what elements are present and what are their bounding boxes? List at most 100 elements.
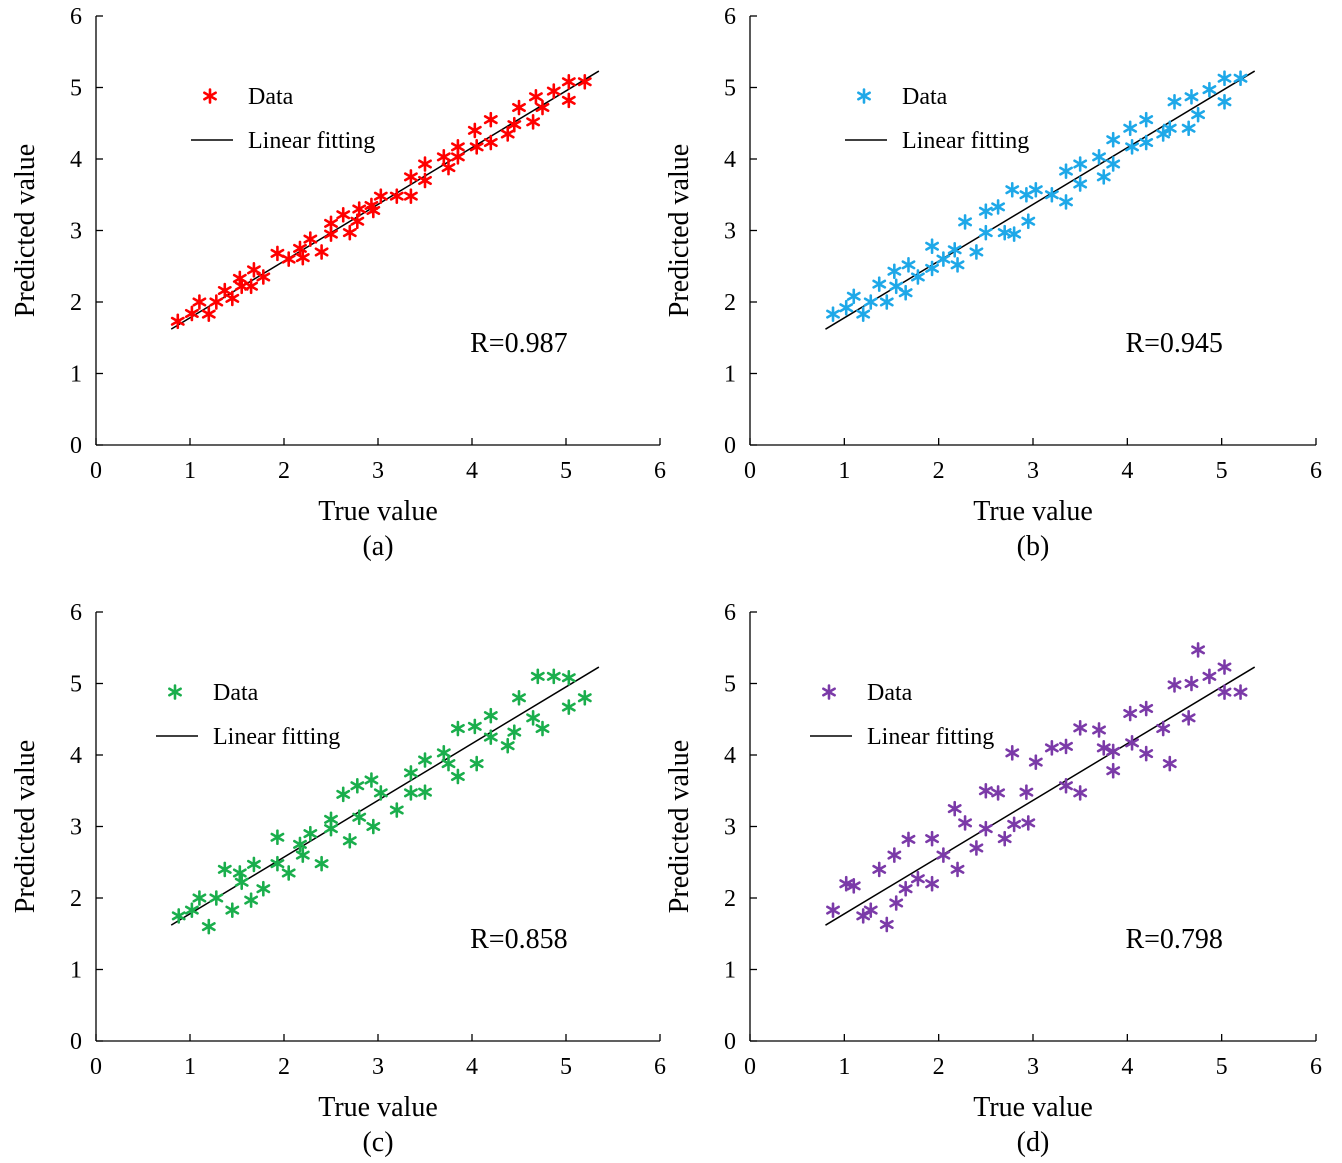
data-point xyxy=(577,73,592,90)
data-point xyxy=(281,251,296,267)
data-point xyxy=(467,122,482,139)
data-point xyxy=(450,768,465,785)
y-tick-label: 5 xyxy=(724,672,736,698)
data-point xyxy=(1217,684,1232,700)
data-point xyxy=(270,855,285,872)
x-tick-label: 4 xyxy=(466,458,478,484)
data-point xyxy=(507,724,522,740)
data-point xyxy=(1123,120,1138,137)
data-point xyxy=(469,755,484,772)
linear-fit-line xyxy=(825,666,1256,926)
data-point xyxy=(389,188,404,204)
data-point xyxy=(244,892,259,908)
data-point xyxy=(546,668,561,685)
data-point xyxy=(350,777,365,794)
data-point xyxy=(270,245,285,262)
y-tick-label: 2 xyxy=(724,886,736,912)
data-point xyxy=(1217,94,1232,110)
data-point xyxy=(910,269,925,285)
data-point xyxy=(991,199,1006,215)
data-point xyxy=(1156,126,1171,142)
data-point xyxy=(403,765,418,781)
data-point xyxy=(1202,81,1217,98)
data-point xyxy=(436,149,451,165)
data-point xyxy=(441,159,456,176)
y-tick-label: 2 xyxy=(724,290,736,316)
x-tick-label: 4 xyxy=(1121,1054,1133,1080)
x-tick-label: 5 xyxy=(560,458,572,484)
data-point xyxy=(352,201,367,217)
data-point xyxy=(1233,70,1248,87)
y-tick-label: 4 xyxy=(70,147,82,173)
data-point xyxy=(1019,784,1034,800)
data-point xyxy=(500,737,515,754)
data-point xyxy=(1096,169,1111,185)
data-point xyxy=(1191,642,1206,658)
legend-data-marker xyxy=(168,684,182,700)
data-point xyxy=(846,878,861,894)
data-point xyxy=(1092,722,1106,738)
y-tick-label: 5 xyxy=(724,76,736,102)
y-tick-label: 1 xyxy=(70,362,82,388)
data-point xyxy=(826,306,840,322)
data-point xyxy=(958,815,973,831)
data-point xyxy=(324,820,338,837)
data-point xyxy=(225,902,240,918)
data-point xyxy=(526,710,541,726)
data-point xyxy=(1139,745,1154,762)
data-point xyxy=(925,260,939,277)
x-tick-label: 0 xyxy=(90,1054,102,1080)
data-point xyxy=(441,755,456,772)
data-point xyxy=(1106,762,1121,779)
data-point xyxy=(483,134,498,151)
data-point xyxy=(314,855,329,872)
panel-label: (d) xyxy=(1017,1127,1050,1158)
data-point xyxy=(1139,134,1154,151)
data-point xyxy=(1096,740,1111,756)
y-axis-title: Predicted value xyxy=(664,144,695,317)
data-point xyxy=(826,902,840,918)
x-tick-label: 2 xyxy=(278,458,290,484)
data-point xyxy=(546,83,561,99)
data-point xyxy=(336,206,351,223)
x-tick-label: 1 xyxy=(838,458,850,484)
y-tick-label: 4 xyxy=(70,743,82,769)
data-point xyxy=(991,785,1006,801)
x-axis-title: True value xyxy=(973,1092,1093,1123)
data-point xyxy=(192,294,207,310)
data-point xyxy=(879,294,894,310)
data-point xyxy=(418,172,432,189)
x-tick-label: 5 xyxy=(1216,458,1228,484)
data-point xyxy=(342,832,357,849)
data-point xyxy=(535,99,550,116)
data-point xyxy=(171,908,186,924)
legend-fit-label: Linear fitting xyxy=(248,128,375,154)
data-point xyxy=(1059,738,1073,755)
data-point xyxy=(1167,94,1182,110)
x-tick-label: 0 xyxy=(744,1054,756,1080)
legend-fit-label: Linear fitting xyxy=(902,128,1029,154)
data-point xyxy=(1007,816,1022,833)
data-point xyxy=(1125,139,1139,155)
data-point xyxy=(1059,194,1073,210)
y-axis-title: Predicted value xyxy=(10,144,41,317)
data-point xyxy=(872,861,887,878)
x-tick-label: 1 xyxy=(184,458,196,484)
data-point xyxy=(978,782,993,799)
data-point xyxy=(561,669,576,686)
data-point xyxy=(561,73,576,90)
y-tick-label: 4 xyxy=(724,147,736,173)
y-axis-title: Predicted value xyxy=(10,740,41,913)
r-value-label: R=0.945 xyxy=(1125,328,1222,359)
legend-data-marker xyxy=(203,88,217,104)
data-point xyxy=(483,729,498,745)
y-tick-label: 5 xyxy=(70,76,82,102)
data-point xyxy=(535,720,550,737)
data-point xyxy=(530,668,545,685)
data-point xyxy=(342,224,357,241)
y-tick-label: 6 xyxy=(724,600,736,626)
data-point xyxy=(1007,226,1022,242)
data-point xyxy=(947,242,962,258)
data-point xyxy=(887,263,902,280)
data-point xyxy=(201,306,216,322)
